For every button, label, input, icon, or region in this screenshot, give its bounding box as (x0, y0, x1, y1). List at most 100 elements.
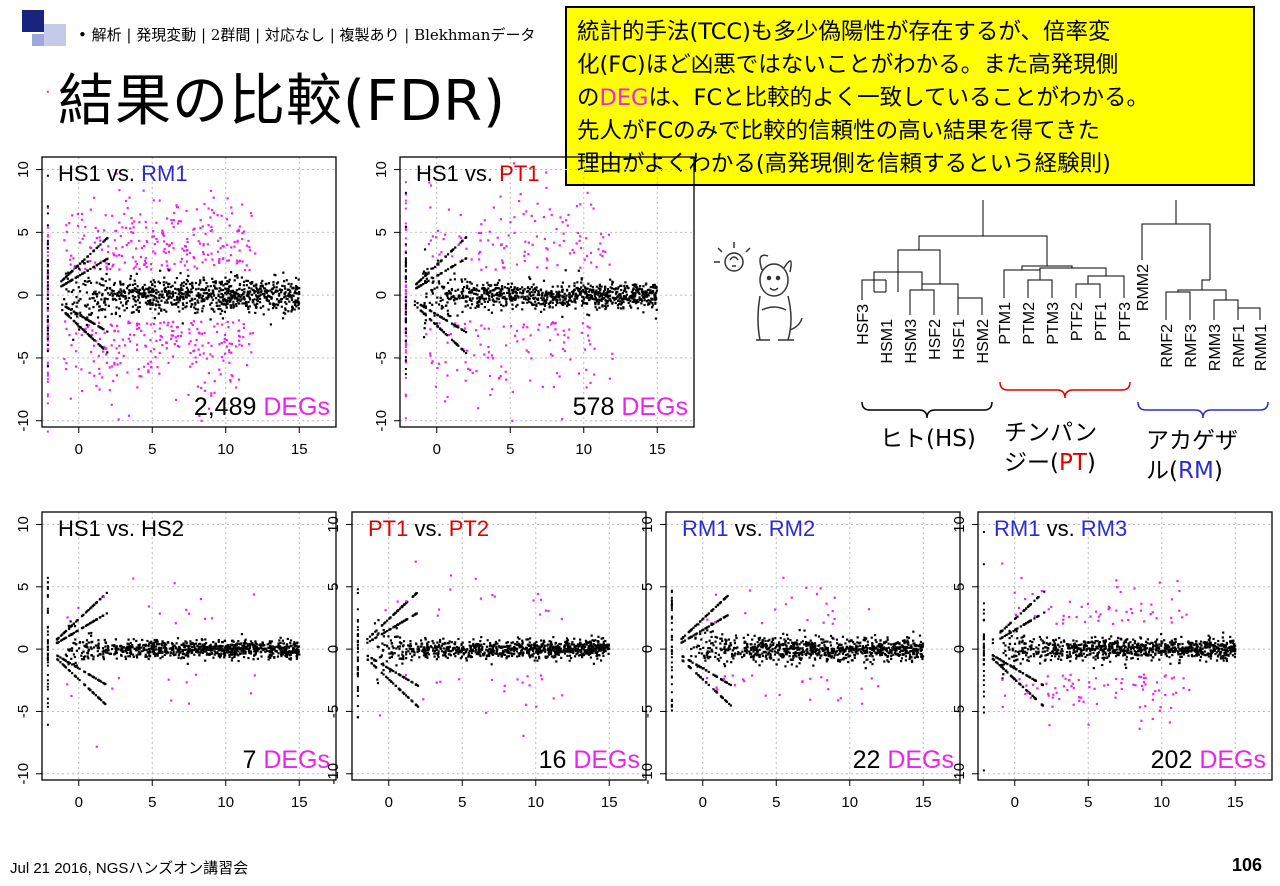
point (63, 630, 67, 634)
point (104, 289, 107, 292)
deg-point (549, 353, 553, 356)
deg-point (199, 597, 203, 601)
point (254, 304, 257, 307)
deg-point (192, 349, 195, 353)
point (85, 291, 88, 294)
point (460, 259, 464, 262)
point (157, 300, 160, 303)
deg-point (597, 248, 600, 251)
point (563, 302, 567, 305)
point (132, 311, 135, 314)
point (564, 644, 567, 647)
point (270, 291, 273, 294)
y-tick-label: -5 (373, 351, 390, 364)
deg-point (564, 219, 568, 222)
point (181, 307, 184, 310)
point (250, 643, 254, 646)
point (146, 639, 149, 643)
point (173, 644, 176, 647)
point (470, 303, 474, 306)
point (267, 294, 270, 298)
point (254, 641, 257, 644)
point (171, 293, 175, 296)
point (551, 285, 554, 288)
deg-point (192, 233, 195, 236)
deg-point (179, 220, 183, 223)
point (275, 282, 279, 285)
point (225, 306, 228, 309)
deg-point (491, 388, 494, 391)
deg-point (188, 342, 191, 345)
deg-point (230, 374, 233, 377)
point (644, 292, 648, 295)
deg-point (158, 199, 161, 202)
point (259, 306, 262, 309)
deg-point (519, 192, 522, 196)
deg-point (109, 323, 112, 326)
point (203, 278, 206, 282)
deg-point (94, 226, 97, 229)
point (425, 273, 428, 277)
point (514, 297, 517, 300)
point (459, 260, 462, 263)
point (125, 302, 128, 306)
point (422, 654, 426, 657)
deg-point (229, 378, 232, 382)
deg-point (171, 320, 175, 323)
point (94, 290, 97, 293)
point (254, 311, 257, 315)
deg-point (487, 356, 490, 359)
point (101, 650, 104, 653)
point (474, 651, 477, 654)
point (521, 308, 524, 311)
point (243, 640, 247, 643)
point (229, 306, 233, 309)
deg-point (130, 231, 133, 234)
point (610, 283, 614, 286)
point (157, 290, 160, 294)
point (566, 650, 569, 653)
point (562, 299, 565, 302)
point (46, 611, 49, 614)
point (228, 296, 231, 299)
point (568, 285, 571, 288)
point (193, 644, 196, 647)
point (404, 305, 407, 308)
deg-point (210, 617, 214, 620)
deg-point (568, 328, 571, 331)
breadcrumb: • 解析 | 発現変動 | 2群間 | 対応なし | 複製あり | Blekhm… (78, 26, 536, 44)
points-normal (356, 588, 611, 719)
point (234, 643, 238, 646)
point (453, 642, 456, 646)
point (566, 304, 569, 308)
deg-point (604, 250, 607, 253)
points-normal (404, 191, 659, 376)
point (226, 282, 229, 286)
point (446, 301, 449, 304)
point (582, 652, 585, 655)
point (275, 645, 278, 648)
deg-point (98, 388, 101, 391)
point (505, 302, 508, 305)
point (268, 646, 271, 649)
point (595, 292, 598, 295)
point (438, 282, 441, 285)
point (291, 306, 294, 309)
point (137, 295, 140, 298)
point (437, 303, 441, 306)
point (98, 598, 101, 601)
point (205, 292, 209, 295)
point (425, 642, 429, 645)
deg-point (223, 352, 227, 355)
deg-point (74, 365, 78, 368)
point (653, 293, 656, 296)
point (71, 269, 74, 272)
deg-point (238, 343, 241, 346)
point (297, 645, 301, 648)
point (135, 656, 139, 659)
deg-point (144, 344, 147, 347)
point (209, 318, 212, 321)
point (228, 655, 231, 659)
point (76, 322, 79, 326)
point (500, 292, 504, 296)
